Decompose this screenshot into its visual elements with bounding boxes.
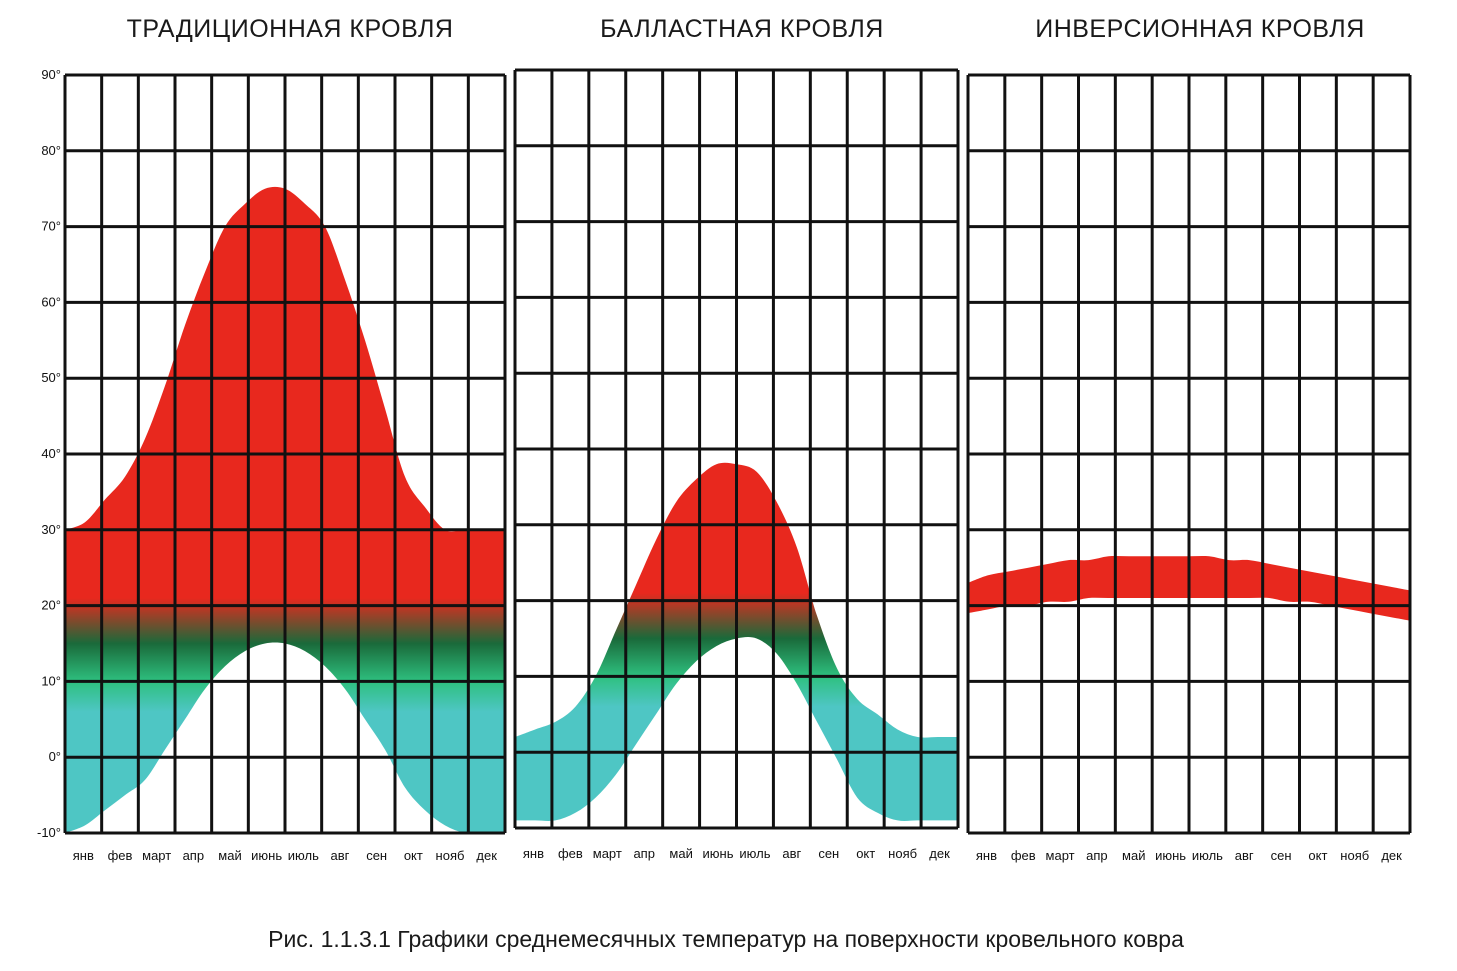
y-tick-label: 80°: [41, 143, 61, 158]
y-tick-label: 90°: [41, 67, 61, 82]
chart-panel-3: ИНВЕРСИОННАЯ КРОВЛЯ янв фев март апр май июнь и…: [966, 15, 1412, 863]
x-tick-label: май: [218, 848, 241, 863]
y-tick-label: 10°: [41, 673, 61, 688]
x-tick-label: июль: [739, 846, 770, 861]
x-tick-label: май: [669, 846, 692, 861]
x-tick-label: июнь: [1155, 848, 1186, 863]
panel-title: ТРАДИЦИОННАЯ КРОВЛЯ: [127, 15, 454, 43]
figure-caption: Рис. 1.1.3.1 Графики среднемесячных темп…: [268, 926, 1184, 952]
x-tick-label: дек: [1381, 848, 1402, 863]
x-tick-label: июль: [288, 848, 319, 863]
chart-panel-1: ТРАДИЦИОННАЯ КРОВЛЯ 90° 80° 70° 60° 50° 40° 30°…: [37, 15, 507, 863]
chart-panel-2: БАЛЛАСТНАЯ КРОВЛЯ янв фев март апр май июнь июл…: [513, 15, 960, 861]
x-tick-label: дек: [929, 846, 950, 861]
y-tick-label: 40°: [41, 446, 61, 461]
y-tick-label: 60°: [41, 294, 61, 309]
y-tick-label: 0°: [49, 749, 61, 764]
x-tick-label: окт: [1308, 848, 1327, 863]
x-tick-label: авг: [1235, 848, 1254, 863]
x-tick-label: нояб: [436, 848, 465, 863]
y-tick-label: 30°: [41, 522, 61, 537]
x-tick-label: нояб: [888, 846, 917, 861]
x-tick-label: июнь: [251, 848, 282, 863]
x-tick-label: март: [1046, 848, 1075, 863]
y-tick-label: 20°: [41, 598, 61, 613]
x-tick-label: июль: [1192, 848, 1223, 863]
x-tick-label: март: [593, 846, 622, 861]
x-tick-label: окт: [404, 848, 423, 863]
x-tick-label: нояб: [1340, 848, 1369, 863]
x-tick-label: фев: [558, 846, 583, 861]
y-tick-label: 50°: [41, 370, 61, 385]
x-tick-label: сен: [818, 846, 839, 861]
panel-title: ИНВЕРСИОННАЯ КРОВЛЯ: [1035, 15, 1365, 43]
x-tick-label: апр: [183, 848, 205, 863]
x-tick-label: сен: [1271, 848, 1292, 863]
x-tick-label: авг: [782, 846, 801, 861]
x-tick-label: янв: [976, 848, 997, 863]
x-tick-label: сен: [366, 848, 387, 863]
x-tick-label: июнь: [703, 846, 734, 861]
x-tick-label: апр: [1086, 848, 1108, 863]
panel-title: БАЛЛАСТНАЯ КРОВЛЯ: [600, 15, 884, 43]
x-tick-label: март: [142, 848, 171, 863]
y-tick-label: 70°: [41, 219, 61, 234]
y-tick-label: -10°: [37, 825, 61, 840]
x-tick-label: фев: [108, 848, 133, 863]
x-tick-label: апр: [633, 846, 655, 861]
x-tick-label: окт: [856, 846, 875, 861]
x-tick-label: авг: [331, 848, 350, 863]
x-tick-label: дек: [476, 848, 497, 863]
x-tick-label: янв: [73, 848, 94, 863]
x-tick-label: янв: [523, 846, 544, 861]
x-tick-label: май: [1122, 848, 1145, 863]
x-tick-label: фев: [1011, 848, 1036, 863]
